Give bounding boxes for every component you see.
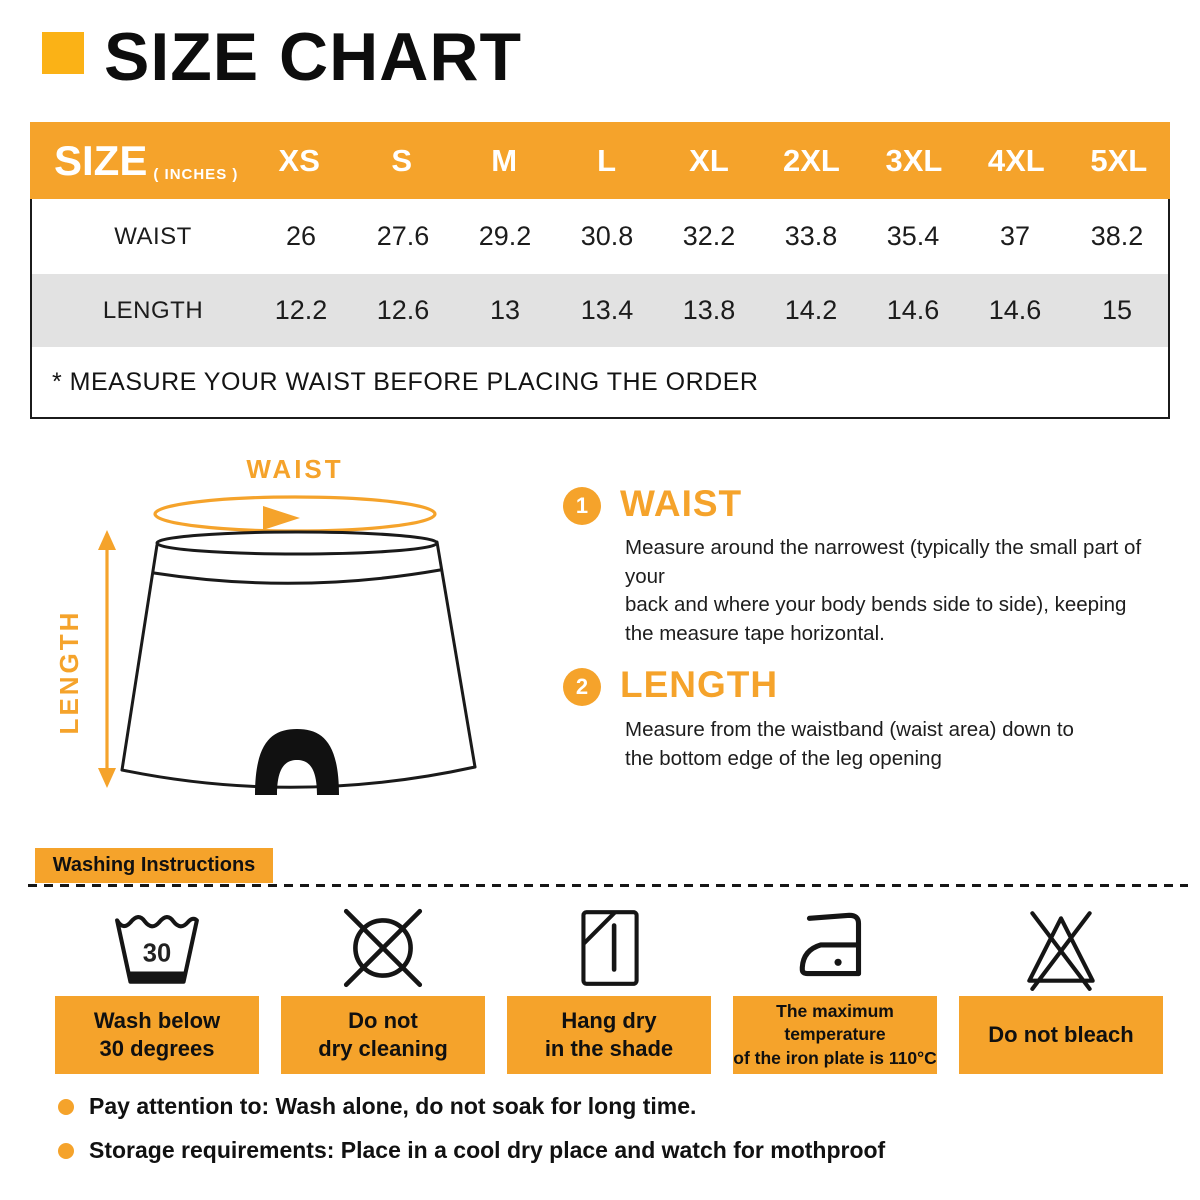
do-not-dry-clean-icon (343, 908, 423, 988)
wash-item-4: The maximum temperature of the iron plat… (733, 900, 937, 1074)
waist-value: 38.2 (1090, 221, 1144, 251)
size-col-header: 3XL (885, 142, 943, 178)
guide-step-1-description: Measure around the narrowest (typically … (625, 536, 1142, 646)
length-value: 13 (489, 295, 521, 325)
wash-item-3: Hang dry in the shade (507, 900, 711, 1074)
size-col-header: 5XL (1090, 142, 1148, 178)
washing-instructions-label: Washing Instructions (35, 848, 273, 883)
length-value: 12.2 (274, 295, 328, 325)
wash-item-1-label: Wash below 30 degrees (55, 996, 259, 1074)
size-label: SIZE (54, 136, 148, 184)
svg-text:30: 30 (143, 939, 171, 967)
iron-max-110-icon (799, 912, 862, 977)
size-col-header: M (491, 142, 518, 178)
shorts-outline (120, 530, 477, 789)
size-col-header: S (391, 142, 412, 178)
length-value: 13.8 (682, 295, 736, 325)
size-col-header: L (597, 142, 617, 178)
size-col-header: 4XL (987, 142, 1045, 178)
size-col-header: 2XL (783, 142, 840, 178)
dashed-divider (28, 884, 1188, 887)
length-value: 14.6 (988, 295, 1042, 325)
waist-value: 26 (285, 221, 317, 251)
care-note-1-text: Pay attention to: Wash alone, do not soa… (89, 1093, 697, 1119)
waist-value: 27.6 (376, 221, 430, 251)
diagram-length-label: LENGTH (54, 610, 84, 735)
wash-item-2-label: Do not dry cleaning (281, 996, 485, 1074)
guide-step-1-title: WAIST (620, 483, 743, 524)
size-unit-label: ( INCHES ) (153, 165, 239, 183)
measure-note: * MEASURE YOUR WAIST BEFORE PLACING THE … (52, 367, 759, 396)
waist-value: 33.8 (784, 221, 838, 251)
row-label-waist: WAIST (114, 222, 192, 250)
do-not-bleach-icon (1027, 911, 1095, 991)
wash-item-5-label: Do not bleach (959, 996, 1163, 1074)
length-value: 15 (1101, 295, 1133, 325)
wash-below-30-icon: 30 (115, 915, 199, 984)
shorts-measurement-diagram: WAIST LENGTH (54, 454, 477, 795)
bullet-dot-icon (58, 1098, 74, 1115)
length-value: 12.6 (376, 295, 430, 325)
wash-item-5: Do not bleach (959, 900, 1163, 1074)
waist-row: WAIST 26 27.6 29.2 30.8 32.2 33.8 35.4 3… (32, 199, 1168, 274)
diagram-waist-label: WAIST (246, 454, 343, 484)
wash-item-4-label: The maximum temperature of the iron plat… (733, 996, 937, 1074)
waist-value: 37 (999, 221, 1031, 251)
guide-step-2-description: Measure from the waistband (waist area) … (625, 718, 1074, 770)
size-table-header-label: SIZE ( INCHES ) (30, 137, 248, 185)
size-col-header: XL (689, 142, 729, 178)
length-value: 13.4 (580, 295, 634, 325)
size-table: SIZE ( INCHES ) XS S M L XL 2XL 3XL 4XL 5… (30, 122, 1170, 419)
waist-measure-arrow (153, 495, 437, 533)
care-note-2-text: Storage requirements: Place in a cool dr… (89, 1137, 886, 1163)
leg-opening-arch (255, 729, 339, 795)
wash-item-2: Do not dry cleaning (281, 900, 485, 1074)
bullet-dot-icon (58, 1142, 74, 1159)
row-label-length: LENGTH (102, 296, 204, 324)
page-title: SIZE CHART (104, 19, 522, 95)
guide-step-2-title: LENGTH (620, 664, 779, 705)
care-note-1: Pay attention to: Wash alone, do not soa… (58, 1093, 696, 1120)
guide-step-2-badge: 2 (563, 668, 601, 706)
length-value: 14.6 (886, 295, 940, 325)
guide-step-1-badge: 1 (563, 487, 601, 525)
size-table-header-row: SIZE ( INCHES ) XS S M L XL 2XL 3XL 4XL 5… (30, 122, 1170, 199)
wash-item-3-label: Hang dry in the shade (507, 996, 711, 1074)
care-note-2: Storage requirements: Place in a cool dr… (58, 1137, 885, 1164)
waist-value: 32.2 (682, 221, 736, 251)
washing-icons-row: 30 Wash below 30 degrees Do not dry clea… (55, 900, 1163, 1074)
length-measure-arrow (98, 530, 116, 788)
waist-value: 30.8 (580, 221, 634, 251)
waist-value: 29.2 (478, 221, 532, 251)
waist-value: 35.4 (886, 221, 940, 251)
title-accent-square (42, 32, 84, 74)
length-row: LENGTH 12.2 12.6 13 13.4 13.8 14.2 14.6 … (32, 274, 1168, 347)
hang-dry-shade-icon (581, 910, 639, 986)
wash-item-1: 30 Wash below 30 degrees (55, 900, 259, 1074)
size-col-header: XS (278, 142, 320, 178)
length-value: 14.2 (784, 295, 838, 325)
